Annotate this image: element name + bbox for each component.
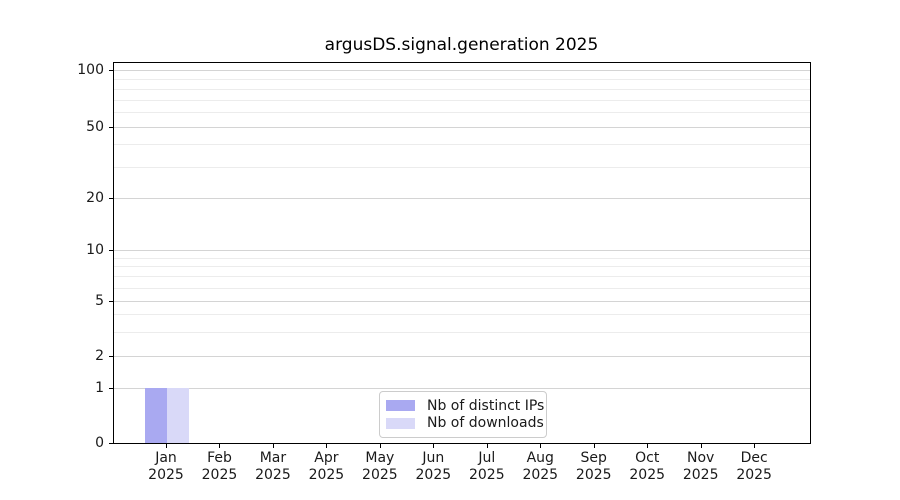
legend-label-distinct-ips: Nb of distinct IPs xyxy=(427,397,545,414)
x-tick-label-dec: Dec 2025 xyxy=(719,450,789,484)
x-tick-month: Feb xyxy=(207,450,232,466)
legend-swatch-downloads xyxy=(386,417,415,429)
x-tick-mark-sep xyxy=(593,444,595,448)
x-tick-year: 2025 xyxy=(308,467,345,483)
x-tick-label-sep: Sep 2025 xyxy=(559,450,629,484)
y-gridline-minor-40 xyxy=(114,144,810,145)
x-tick-month: Sep xyxy=(580,450,607,466)
x-tick-label-aug: Aug 2025 xyxy=(505,450,575,484)
x-tick-label-jul: Jul 2025 xyxy=(452,450,522,484)
y-tick-mark-0 xyxy=(109,443,113,444)
chart-title: argusDS.signal.generation 2025 xyxy=(324,35,599,55)
bar-downloads-jan xyxy=(167,388,189,443)
y-tick-label-10: 10 xyxy=(86,242,104,258)
y-gridline-major-2 xyxy=(114,356,810,357)
x-tick-year: 2025 xyxy=(148,467,184,483)
y-gridline-major-20 xyxy=(114,198,810,199)
y-gridline-major-50 xyxy=(114,127,810,128)
bar-distinct-ips-jan xyxy=(145,388,167,443)
x-tick-year: 2025 xyxy=(362,467,398,483)
y-tick-label-2: 2 xyxy=(95,348,104,364)
x-tick-label-jan: Jan 2025 xyxy=(131,450,201,484)
x-tick-month: Oct xyxy=(635,450,660,466)
y-tick-label-0: 0 xyxy=(95,435,104,451)
x-tick-mark-jul xyxy=(486,444,488,448)
y-tick-mark-20 xyxy=(109,198,113,199)
y-gridline-minor-4 xyxy=(114,314,810,315)
y-gridline-minor-7 xyxy=(114,276,810,277)
y-gridline-major-5 xyxy=(114,301,810,302)
x-tick-month: Jan xyxy=(155,450,177,466)
x-tick-label-nov: Nov 2025 xyxy=(666,450,736,484)
x-tick-label-apr: Apr 2025 xyxy=(291,450,361,484)
y-tick-mark-1 xyxy=(109,388,113,389)
x-tick-label-oct: Oct 2025 xyxy=(612,450,682,484)
x-tick-label-may: May 2025 xyxy=(345,450,415,484)
x-tick-mark-may xyxy=(379,444,381,448)
legend-swatch-distinct-ips xyxy=(386,400,415,412)
y-tick-mark-2 xyxy=(109,356,113,357)
x-tick-month: Aug xyxy=(526,450,554,466)
x-tick-mark-oct xyxy=(647,444,649,448)
y-tick-mark-5 xyxy=(109,301,113,302)
x-tick-month: Apr xyxy=(314,450,339,466)
x-tick-mark-apr xyxy=(326,444,328,448)
x-tick-month: Mar xyxy=(259,450,287,466)
legend-item-distinct-ips: Nb of distinct IPs xyxy=(386,398,544,414)
x-tick-year: 2025 xyxy=(201,467,238,483)
x-tick-mark-dec xyxy=(754,444,756,448)
x-tick-mark-feb xyxy=(219,444,221,448)
y-tick-label-1: 1 xyxy=(95,380,104,396)
y-gridline-major-1 xyxy=(114,388,810,389)
x-tick-year: 2025 xyxy=(522,467,559,483)
y-gridline-minor-3 xyxy=(114,332,810,333)
x-tick-mark-mar xyxy=(272,444,274,448)
x-tick-mark-jun xyxy=(433,444,435,448)
x-tick-year: 2025 xyxy=(575,467,612,483)
x-tick-month: May xyxy=(365,450,395,466)
y-gridline-minor-70 xyxy=(114,100,810,101)
x-tick-month: Nov xyxy=(687,450,715,466)
y-gridline-minor-60 xyxy=(114,112,810,113)
y-tick-label-5: 5 xyxy=(95,293,104,309)
y-tick-mark-100 xyxy=(109,70,113,71)
x-tick-mark-nov xyxy=(700,444,702,448)
legend: Nb of distinct IPs Nb of downloads xyxy=(379,391,547,438)
y-tick-label-50: 50 xyxy=(86,119,104,135)
y-tick-mark-10 xyxy=(109,250,113,251)
y-gridline-minor-30 xyxy=(114,167,810,168)
y-tick-mark-50 xyxy=(109,127,113,128)
x-tick-label-mar: Mar 2025 xyxy=(238,450,308,484)
y-gridline-minor-6 xyxy=(114,288,810,289)
x-tick-year: 2025 xyxy=(629,467,666,483)
x-tick-year: 2025 xyxy=(415,467,452,483)
y-gridline-minor-8 xyxy=(114,266,810,267)
x-tick-year: 2025 xyxy=(682,467,719,483)
x-tick-year: 2025 xyxy=(255,467,291,483)
legend-label-downloads: Nb of downloads xyxy=(427,415,544,432)
y-gridline-major-100 xyxy=(114,70,810,71)
x-tick-month: Dec xyxy=(740,450,768,466)
y-gridline-minor-9 xyxy=(114,258,810,259)
plot-area: Nb of distinct IPs Nb of downloads xyxy=(113,62,811,444)
x-tick-mark-aug xyxy=(540,444,542,448)
x-tick-month: Jul xyxy=(478,450,496,466)
x-tick-month: Jun xyxy=(422,450,445,466)
x-tick-label-jun: Jun 2025 xyxy=(398,450,468,484)
y-tick-label-100: 100 xyxy=(77,62,104,78)
legend-item-downloads: Nb of downloads xyxy=(386,415,544,431)
x-tick-label-feb: Feb 2025 xyxy=(184,450,254,484)
y-tick-label-20: 20 xyxy=(86,190,104,206)
y-gridline-minor-80 xyxy=(114,89,810,90)
y-gridline-minor-90 xyxy=(114,79,810,80)
y-gridline-major-10 xyxy=(114,250,810,251)
x-tick-mark-jan xyxy=(166,444,167,448)
x-tick-year: 2025 xyxy=(736,467,772,483)
x-tick-year: 2025 xyxy=(468,467,505,483)
